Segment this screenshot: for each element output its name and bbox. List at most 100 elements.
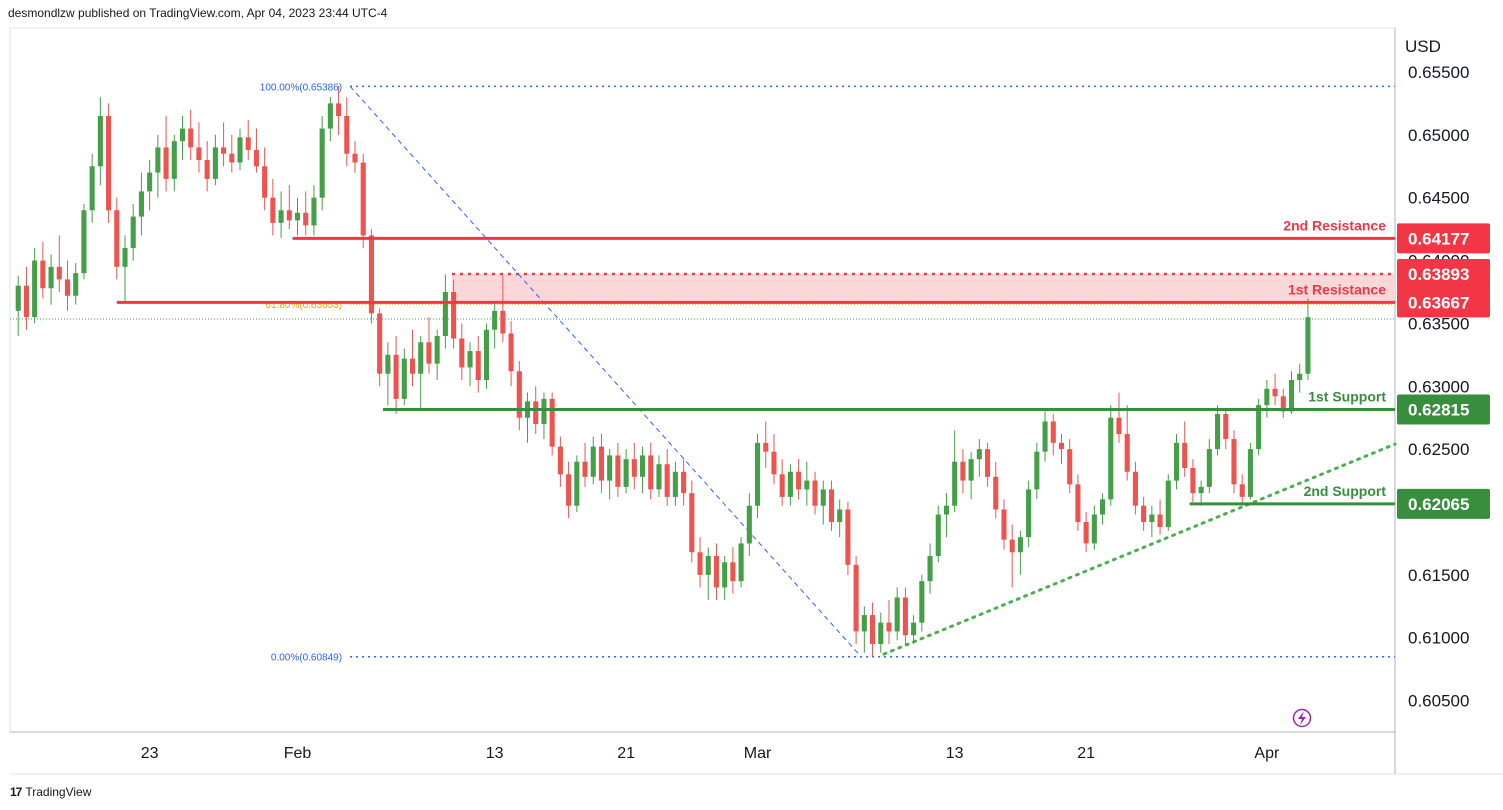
candle-body [631, 459, 637, 477]
candle-body [935, 514, 941, 556]
candle-body [270, 197, 276, 223]
candle-body [1050, 421, 1056, 443]
candle-body [377, 313, 383, 374]
x-tick-label: 13 [486, 745, 504, 762]
candle-body [976, 449, 982, 460]
level-label: 2nd Support [1304, 483, 1387, 499]
candle-body [1256, 405, 1262, 450]
candle-body [960, 461, 966, 481]
support-resistance-lines: 2nd Resistance 1st Resistance 1st Support 2… [116, 217, 1395, 506]
lightning-icon[interactable] [1292, 708, 1312, 728]
candle-body [894, 597, 900, 632]
candle-body [869, 615, 876, 644]
candle-body [804, 480, 810, 490]
candle-body [483, 329, 489, 380]
candle-body [179, 128, 186, 142]
candle-body [303, 212, 309, 226]
candle-body [902, 597, 908, 636]
candle-body [1215, 413, 1221, 450]
candle-body [188, 128, 194, 148]
candle-body [1305, 317, 1311, 374]
candle-body [828, 489, 835, 523]
y-tick-label: 0.63000 [1408, 377, 1469, 396]
candle-body [278, 210, 284, 223]
tradingview-logo-icon: 17 [10, 785, 22, 799]
candle-body [1116, 417, 1122, 435]
candle-body [1182, 442, 1188, 468]
candle-body [1083, 522, 1089, 544]
candle-body [1223, 413, 1229, 440]
candle-body [237, 137, 243, 163]
candle-body [475, 351, 481, 380]
y-axis-ticks: 0.655000.650000.645000.640000.635000.630… [1408, 63, 1469, 711]
price-badge [1397, 259, 1490, 290]
price-badge-label: 0.64177 [1408, 229, 1469, 248]
candle-body [952, 461, 958, 506]
candle-body [779, 474, 785, 497]
candle-body [771, 451, 777, 475]
candle-body [1100, 499, 1106, 515]
candle-body [245, 137, 251, 150]
candle-body [730, 562, 736, 582]
candle-body [147, 172, 153, 192]
y-tick-label: 0.60500 [1408, 692, 1469, 711]
candle-body [426, 342, 432, 364]
candle-body [705, 556, 711, 575]
candle-body [393, 354, 399, 399]
candle-body [1009, 539, 1015, 553]
candle-body [344, 116, 350, 154]
currency-label: USD [1405, 37, 1441, 56]
candle-body [229, 153, 235, 163]
candle-body [1124, 434, 1130, 472]
candlesticks [15, 85, 1311, 657]
x-tick-label: Mar [744, 745, 772, 762]
level-label: 2nd Resistance [1283, 217, 1386, 233]
candle-body [574, 461, 580, 506]
candle-body [360, 162, 366, 236]
candle-body [40, 260, 46, 289]
candle-body [1239, 484, 1245, 497]
candle-body [352, 153, 358, 163]
candle-body [1231, 439, 1237, 485]
x-tick-label: 13 [946, 745, 964, 762]
candle-body [467, 351, 473, 368]
candle-body [15, 285, 21, 311]
y-tick-label: 0.63500 [1408, 314, 1469, 333]
price-badge [1397, 394, 1490, 425]
candle-body [845, 509, 851, 565]
zone-fill [451, 274, 1395, 303]
candle-body [1173, 442, 1180, 481]
footer-brand: 17 TradingView [10, 785, 91, 799]
candle-body [1157, 514, 1163, 528]
y-tick-label: 0.61000 [1408, 629, 1469, 648]
x-tick-label: 23 [141, 745, 159, 762]
candle-body [459, 338, 465, 368]
candle-body [878, 622, 884, 644]
candle-body [812, 480, 818, 506]
candle-body [336, 103, 342, 116]
candle-body [1067, 449, 1073, 485]
candle-body [1206, 449, 1212, 487]
candle-body [681, 471, 687, 494]
candle-body [130, 216, 136, 248]
price-badge-label: 0.63667 [1408, 293, 1469, 312]
price-badges: 0.64177 0.63667 0.63893 0.62815 0.62065 [1397, 223, 1490, 519]
price-badge [1397, 287, 1490, 318]
candle-body [1288, 380, 1295, 412]
fib-level-label: 0.00%(0.60849) [271, 653, 342, 664]
price-badge-label: 0.63893 [1408, 265, 1469, 284]
candle-body [549, 398, 555, 447]
candle-body [1165, 480, 1171, 528]
candle-body [1297, 373, 1303, 380]
candle-body [204, 160, 210, 179]
x-tick-label: Apr [1254, 745, 1280, 762]
candle-body [787, 471, 793, 497]
candle-body [853, 564, 859, 632]
candle-body [1026, 489, 1032, 538]
candle-body [122, 248, 128, 267]
x-tick-label: 21 [1077, 745, 1095, 762]
candle-body [1190, 468, 1196, 494]
candle-body [1198, 486, 1204, 494]
fib-diagonal-line [349, 85, 862, 658]
